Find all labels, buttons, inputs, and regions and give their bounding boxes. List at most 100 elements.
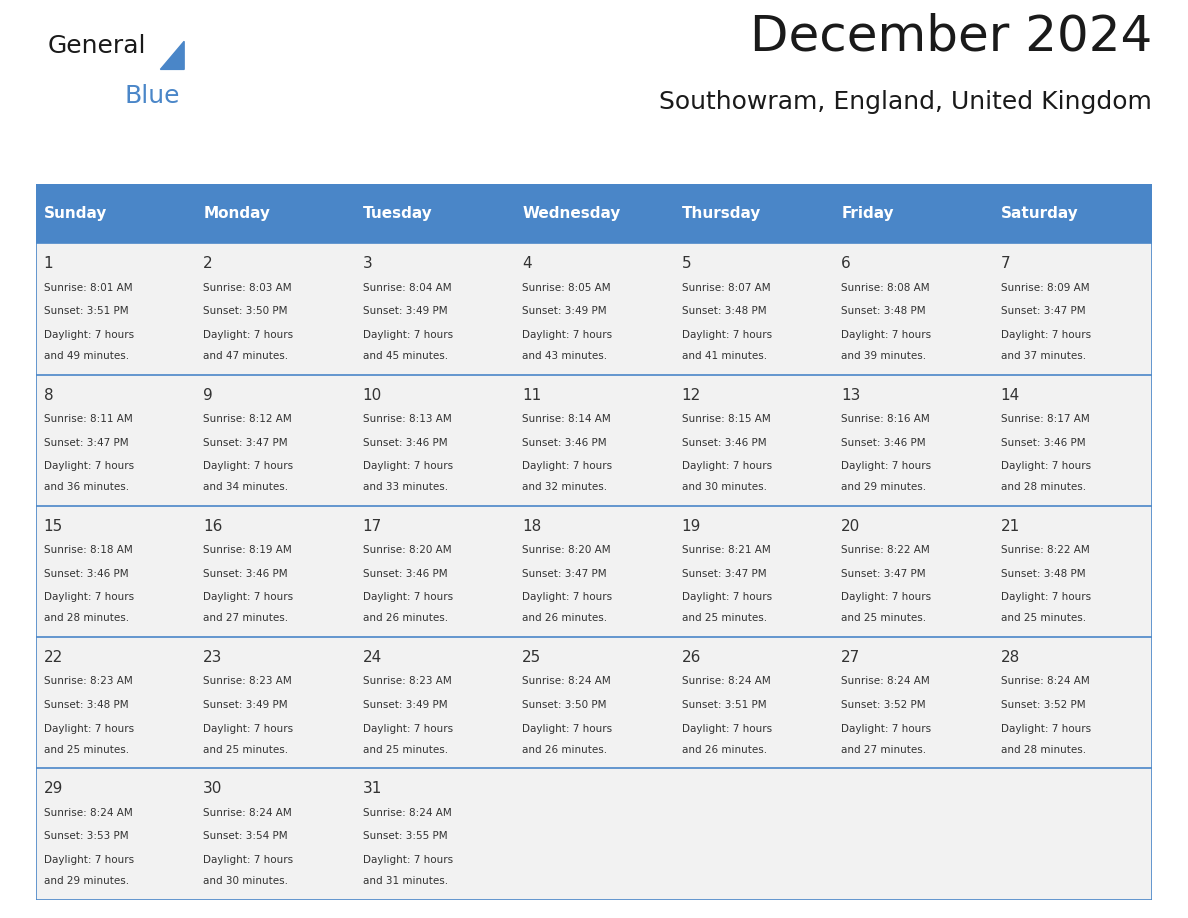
Text: Daylight: 7 hours: Daylight: 7 hours [203, 461, 293, 471]
Text: Sunset: 3:51 PM: Sunset: 3:51 PM [682, 700, 766, 711]
Text: Daylight: 7 hours: Daylight: 7 hours [682, 461, 772, 471]
Text: and 33 minutes.: and 33 minutes. [362, 482, 448, 492]
Text: and 47 minutes.: and 47 minutes. [203, 351, 289, 361]
Bar [674, 184, 833, 243]
Text: Sunrise: 8:22 AM: Sunrise: 8:22 AM [1000, 545, 1089, 555]
Bar [674, 243, 833, 375]
Text: Daylight: 7 hours: Daylight: 7 hours [362, 592, 453, 602]
Text: 22: 22 [44, 650, 63, 666]
Text: 19: 19 [682, 519, 701, 534]
Text: Daylight: 7 hours: Daylight: 7 hours [841, 592, 931, 602]
Text: 3: 3 [362, 256, 372, 272]
Text: Daylight: 7 hours: Daylight: 7 hours [682, 723, 772, 733]
Text: Sunrise: 8:05 AM: Sunrise: 8:05 AM [523, 283, 611, 293]
Text: Sunset: 3:49 PM: Sunset: 3:49 PM [523, 307, 607, 317]
Text: Friday: Friday [841, 206, 893, 221]
Text: Sunset: 3:47 PM: Sunset: 3:47 PM [682, 569, 766, 579]
Text: General: General [48, 34, 146, 58]
Bar [514, 768, 674, 900]
Bar [514, 184, 674, 243]
Text: Sunrise: 8:24 AM: Sunrise: 8:24 AM [362, 808, 451, 818]
Text: 31: 31 [362, 781, 383, 797]
Text: Sunset: 3:46 PM: Sunset: 3:46 PM [523, 438, 607, 448]
Text: 8: 8 [44, 387, 53, 403]
Text: Sunset: 3:48 PM: Sunset: 3:48 PM [44, 700, 128, 711]
Text: Daylight: 7 hours: Daylight: 7 hours [1000, 723, 1091, 733]
Text: Sunrise: 8:01 AM: Sunrise: 8:01 AM [44, 283, 132, 293]
Text: Sunrise: 8:24 AM: Sunrise: 8:24 AM [203, 808, 292, 818]
Bar [993, 184, 1152, 243]
Text: Sunrise: 8:24 AM: Sunrise: 8:24 AM [523, 677, 611, 687]
Text: and 49 minutes.: and 49 minutes. [44, 351, 128, 361]
Text: Daylight: 7 hours: Daylight: 7 hours [841, 461, 931, 471]
Text: Sunrise: 8:04 AM: Sunrise: 8:04 AM [362, 283, 451, 293]
Text: and 25 minutes.: and 25 minutes. [362, 744, 448, 755]
Text: and 31 minutes.: and 31 minutes. [362, 876, 448, 886]
Text: Daylight: 7 hours: Daylight: 7 hours [362, 330, 453, 340]
Bar [993, 637, 1152, 768]
Text: Sunrise: 8:16 AM: Sunrise: 8:16 AM [841, 414, 930, 424]
Bar [355, 243, 514, 375]
Text: and 30 minutes.: and 30 minutes. [682, 482, 766, 492]
Bar [514, 506, 674, 637]
Bar [36, 184, 195, 243]
Bar [833, 243, 993, 375]
Text: 2: 2 [203, 256, 213, 272]
Bar [355, 375, 514, 506]
Text: and 27 minutes.: and 27 minutes. [203, 613, 289, 623]
Text: 29: 29 [44, 781, 63, 797]
Bar [36, 768, 195, 900]
Text: Daylight: 7 hours: Daylight: 7 hours [44, 330, 134, 340]
Bar [36, 506, 195, 637]
Text: Daylight: 7 hours: Daylight: 7 hours [203, 723, 293, 733]
Text: Daylight: 7 hours: Daylight: 7 hours [1000, 330, 1091, 340]
Text: 26: 26 [682, 650, 701, 666]
Text: and 28 minutes.: and 28 minutes. [1000, 482, 1086, 492]
Text: Daylight: 7 hours: Daylight: 7 hours [682, 592, 772, 602]
Text: and 25 minutes.: and 25 minutes. [44, 744, 128, 755]
Text: Daylight: 7 hours: Daylight: 7 hours [203, 592, 293, 602]
Text: Daylight: 7 hours: Daylight: 7 hours [841, 330, 931, 340]
Text: Sunset: 3:46 PM: Sunset: 3:46 PM [841, 438, 925, 448]
Bar [833, 375, 993, 506]
Text: Daylight: 7 hours: Daylight: 7 hours [44, 855, 134, 865]
Text: 11: 11 [523, 387, 542, 403]
Text: Sunset: 3:47 PM: Sunset: 3:47 PM [203, 438, 287, 448]
Text: Daylight: 7 hours: Daylight: 7 hours [362, 461, 453, 471]
Text: December 2024: December 2024 [750, 12, 1152, 61]
Bar [514, 637, 674, 768]
Text: 30: 30 [203, 781, 222, 797]
Text: Sunset: 3:51 PM: Sunset: 3:51 PM [44, 307, 128, 317]
Text: 28: 28 [1000, 650, 1020, 666]
Text: Sunset: 3:46 PM: Sunset: 3:46 PM [203, 569, 287, 579]
Bar [36, 243, 195, 375]
Text: and 37 minutes.: and 37 minutes. [1000, 351, 1086, 361]
Bar [993, 375, 1152, 506]
Bar [36, 375, 195, 506]
Text: Sunrise: 8:23 AM: Sunrise: 8:23 AM [44, 677, 132, 687]
Text: 15: 15 [44, 519, 63, 534]
Text: Sunrise: 8:24 AM: Sunrise: 8:24 AM [682, 677, 771, 687]
Text: Sunset: 3:46 PM: Sunset: 3:46 PM [682, 438, 766, 448]
Text: and 39 minutes.: and 39 minutes. [841, 351, 927, 361]
Text: Sunrise: 8:21 AM: Sunrise: 8:21 AM [682, 545, 771, 555]
Bar [833, 768, 993, 900]
Text: Sunrise: 8:07 AM: Sunrise: 8:07 AM [682, 283, 770, 293]
Text: Sunset: 3:49 PM: Sunset: 3:49 PM [203, 700, 287, 711]
Text: 5: 5 [682, 256, 691, 272]
Text: and 30 minutes.: and 30 minutes. [203, 876, 289, 886]
Text: and 25 minutes.: and 25 minutes. [1000, 613, 1086, 623]
Text: Sunrise: 8:08 AM: Sunrise: 8:08 AM [841, 283, 930, 293]
Text: Sunset: 3:54 PM: Sunset: 3:54 PM [203, 832, 287, 842]
Text: Daylight: 7 hours: Daylight: 7 hours [362, 723, 453, 733]
Text: and 36 minutes.: and 36 minutes. [44, 482, 128, 492]
Bar [195, 506, 355, 637]
Text: Sunrise: 8:17 AM: Sunrise: 8:17 AM [1000, 414, 1089, 424]
Text: Sunday: Sunday [44, 206, 107, 221]
Text: and 41 minutes.: and 41 minutes. [682, 351, 767, 361]
Text: Sunset: 3:48 PM: Sunset: 3:48 PM [1000, 569, 1086, 579]
Text: Daylight: 7 hours: Daylight: 7 hours [523, 330, 612, 340]
Text: Sunrise: 8:15 AM: Sunrise: 8:15 AM [682, 414, 771, 424]
Text: Daylight: 7 hours: Daylight: 7 hours [682, 330, 772, 340]
Polygon shape [160, 41, 184, 70]
